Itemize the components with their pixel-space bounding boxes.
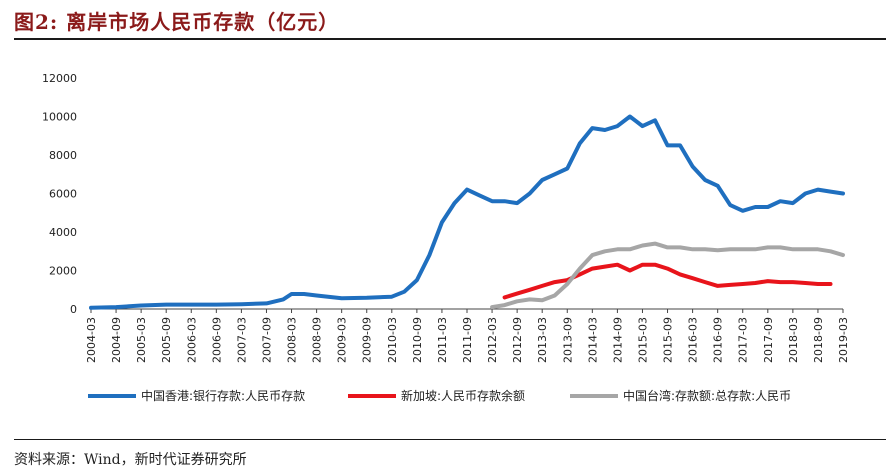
legend-label-3: 中国台湾:存款额:总存款:人民币 xyxy=(623,388,791,403)
x-tick-label: 2009-03 xyxy=(336,317,349,363)
legend: 中国香港:银行存款:人民币存款 新加坡:人民币存款余额 中国台湾:存款额:总存款:人… xyxy=(88,388,791,403)
legend-label-2: 新加坡:人民币存款余额 xyxy=(401,388,525,403)
x-tick-label: 2016-09 xyxy=(712,317,725,363)
x-tick-label: 2007-03 xyxy=(235,317,248,363)
x-axis: 2004-03 2004-09 2005-03 2005-09 2006-03 2006-… xyxy=(85,308,850,363)
x-tick-label: 2005-09 xyxy=(160,317,173,363)
series-line-3 xyxy=(490,241,845,310)
x-tick-label: 2004-03 xyxy=(85,317,98,363)
x-tick-label: 2018-03 xyxy=(787,317,800,363)
x-tick-label: 2006-09 xyxy=(210,317,223,363)
x-tick-label: 2017-03 xyxy=(737,317,750,363)
legend-label-1: 中国香港:银行存款:人民币存款 xyxy=(141,388,305,403)
x-tick-label: 2008-09 xyxy=(311,317,324,363)
x-tick-label: 2014-09 xyxy=(611,317,624,363)
series-layer xyxy=(89,114,845,310)
x-tick-label: 2012-03 xyxy=(486,317,499,363)
y-tick-label: 6000 xyxy=(49,188,77,201)
x-tick-label: 2016-03 xyxy=(687,317,700,363)
y-tick-label: 10000 xyxy=(42,111,77,124)
y-tick-label: 8000 xyxy=(49,149,77,162)
x-tick-label: 2011-03 xyxy=(436,317,449,363)
source-note: 资料来源：Wind，新时代证券研究所 xyxy=(14,452,247,468)
y-tick-label: 12000 xyxy=(42,72,77,85)
x-tick-label: 2017-09 xyxy=(762,317,775,363)
figure-title: 图2: 离岸市场人民币存款（亿元） xyxy=(14,10,340,34)
x-tick-label: 2018-09 xyxy=(812,317,825,363)
y-tick-label: 0 xyxy=(70,303,77,316)
x-tick-label: 2009-09 xyxy=(361,317,374,363)
x-tick-label: 2013-03 xyxy=(536,317,549,363)
x-tick-label: 2004-09 xyxy=(110,317,123,363)
source-rule xyxy=(14,439,886,440)
x-tick-label: 2005-03 xyxy=(135,317,148,363)
x-tick-label: 2019-03 xyxy=(837,317,850,363)
y-axis: 0 2000 4000 6000 8000 10000 12000 xyxy=(42,72,77,316)
y-tick-label: 2000 xyxy=(49,265,77,278)
x-tick-label: 2015-09 xyxy=(662,317,675,363)
x-tick-label: 2006-03 xyxy=(185,317,198,363)
title-rule xyxy=(14,38,886,40)
x-tick-label: 2013-09 xyxy=(561,317,574,363)
x-tick-label: 2015-03 xyxy=(636,317,649,363)
x-tick-label: 2012-09 xyxy=(511,317,524,363)
series-line-2 xyxy=(502,262,833,300)
x-tick-label: 2007-09 xyxy=(260,317,273,363)
x-tick-label: 2008-03 xyxy=(286,317,299,363)
x-tick-label: 2010-09 xyxy=(411,317,424,363)
series-line-1 xyxy=(89,114,845,310)
x-tick-label: 2014-03 xyxy=(586,317,599,363)
x-tick-label: 2010-03 xyxy=(386,317,399,363)
y-tick-label: 4000 xyxy=(49,226,77,239)
x-tick-label: 2011-09 xyxy=(461,317,474,363)
